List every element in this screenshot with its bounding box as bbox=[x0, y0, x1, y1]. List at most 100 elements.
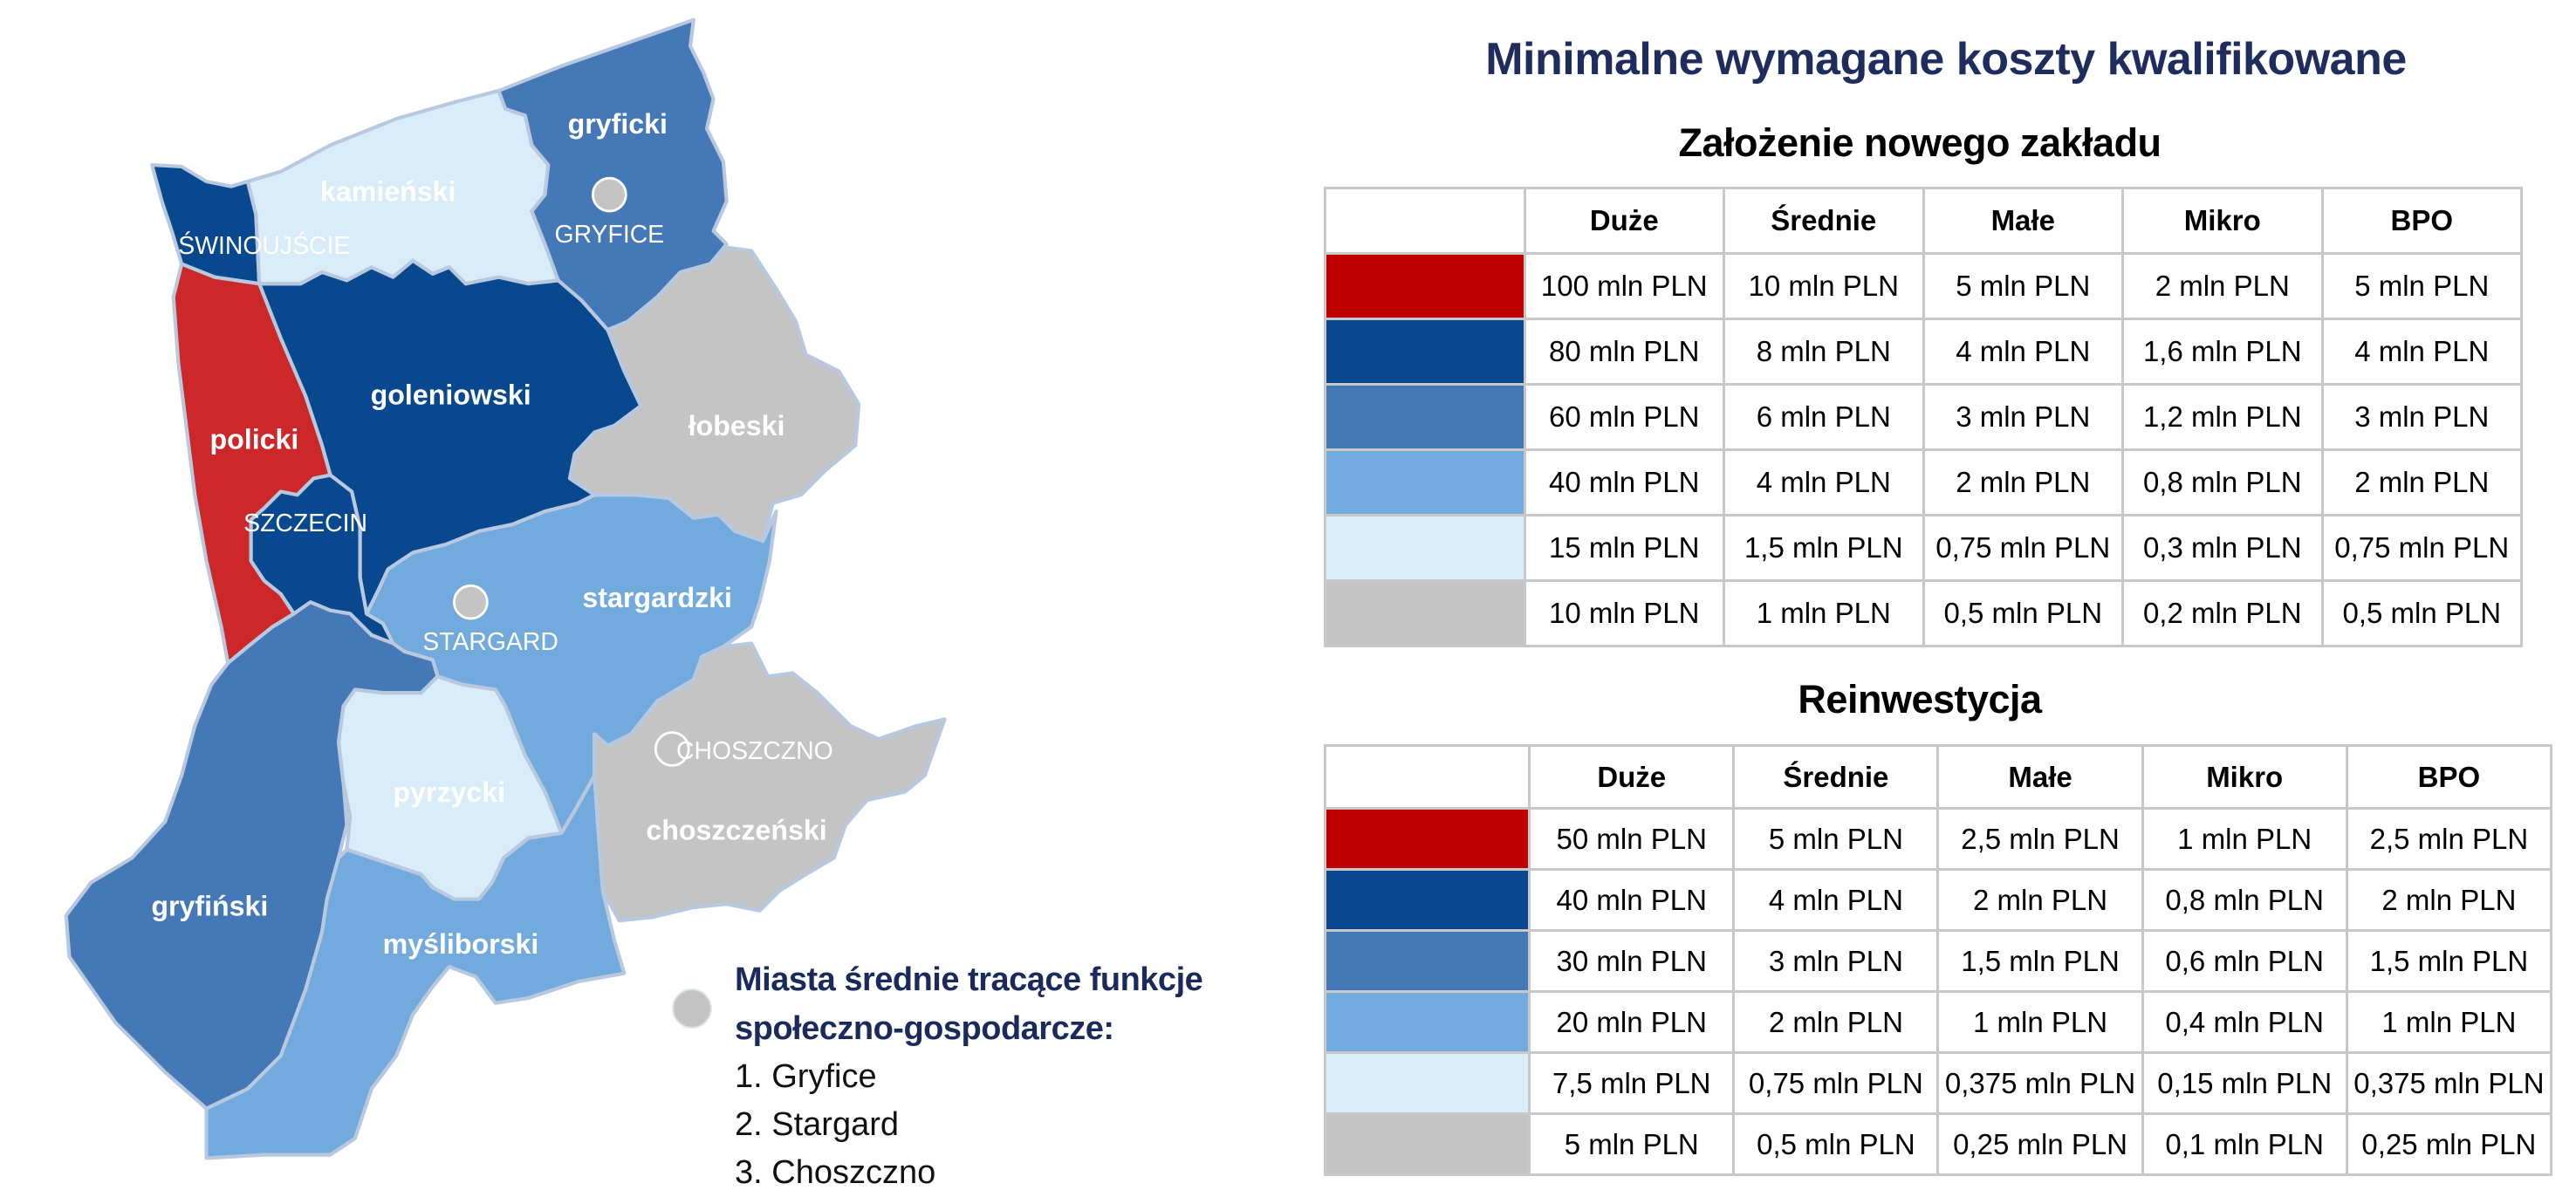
table-row: 60 mln PLN 6 mln PLN 3 mln PLN 1,2 mln P… bbox=[1324, 383, 2523, 451]
table-cell: 1,5 mln PLN bbox=[1723, 514, 1925, 582]
header-blank-cell bbox=[1324, 187, 1526, 255]
table-header-row: Duże Średnie Małe Mikro BPO bbox=[1324, 187, 2523, 255]
color-swatch bbox=[1324, 318, 1526, 386]
color-swatch bbox=[1324, 252, 1526, 320]
column-header: Małe bbox=[1922, 187, 2124, 255]
table-cell: 2 mln PLN bbox=[2121, 252, 2324, 320]
table-cell: 3 mln PLN bbox=[1922, 383, 2124, 451]
table-cell: 0,75 mln PLN bbox=[1922, 514, 2124, 582]
column-header: Małe bbox=[1936, 744, 2144, 810]
table-cell: 7,5 mln PLN bbox=[1528, 1051, 1736, 1115]
table-cell: 5 mln PLN bbox=[1732, 807, 1940, 871]
table-cell: 0,2 mln PLN bbox=[2121, 579, 2324, 647]
table-cell: 0,75 mln PLN bbox=[2320, 514, 2523, 582]
table-new-plant: Duże Średnie Małe Mikro BPO 100 mln PLN … bbox=[1324, 187, 2523, 647]
table-cell: 2 mln PLN bbox=[2345, 868, 2553, 932]
table-cell: 1 mln PLN bbox=[1936, 990, 2144, 1054]
table-row: 40 mln PLN 4 mln PLN 2 mln PLN 0,8 mln P… bbox=[1323, 868, 2553, 932]
table-cell: 1 mln PLN bbox=[2345, 990, 2553, 1054]
table-cell: 80 mln PLN bbox=[1523, 318, 1725, 386]
table-cell: 2 mln PLN bbox=[1732, 990, 1940, 1054]
label-pyrzycki: pyrzycki bbox=[393, 776, 505, 808]
color-swatch bbox=[1323, 807, 1531, 871]
city-dot-choszczno bbox=[654, 731, 690, 767]
table-row: 80 mln PLN 8 mln PLN 4 mln PLN 1,6 mln P… bbox=[1324, 318, 2523, 386]
table-cell: 1,2 mln PLN bbox=[2121, 383, 2324, 451]
table-cell: 0,5 mln PLN bbox=[1922, 579, 2124, 647]
table-cell: 0,375 mln PLN bbox=[1936, 1051, 2144, 1115]
label-city-stargard: STARGARD bbox=[422, 628, 558, 656]
table-cell: 4 mln PLN bbox=[1723, 448, 1925, 516]
legend-city-list: 1. Gryfice 2. Stargard 3. Choszczno bbox=[735, 1053, 935, 1197]
table-row: 5 mln PLN 0,5 mln PLN 0,25 mln PLN 0,1 m… bbox=[1323, 1112, 2553, 1176]
table-row: 50 mln PLN 5 mln PLN 2,5 mln PLN 1 mln P… bbox=[1323, 807, 2553, 871]
label-kamienski: kamieński bbox=[320, 176, 456, 208]
label-policki: policki bbox=[210, 423, 299, 455]
column-header: Mikro bbox=[2141, 744, 2348, 810]
legend-item: 2. Stargard bbox=[735, 1106, 899, 1143]
table-cell: 2 mln PLN bbox=[1936, 868, 2144, 932]
table-cell: 0,25 mln PLN bbox=[2345, 1112, 2553, 1176]
color-swatch bbox=[1324, 579, 1526, 647]
table-cell: 2 mln PLN bbox=[1922, 448, 2124, 516]
table-cell: 2,5 mln PLN bbox=[2345, 807, 2553, 871]
table-cell: 4 mln PLN bbox=[2320, 318, 2523, 386]
table-row: 20 mln PLN 2 mln PLN 1 mln PLN 0,4 mln P… bbox=[1323, 990, 2553, 1054]
table-cell: 5 mln PLN bbox=[1528, 1112, 1736, 1176]
table-cell: 20 mln PLN bbox=[1528, 990, 1736, 1054]
header-blank-cell bbox=[1323, 744, 1531, 810]
table-cell: 0,5 mln PLN bbox=[2320, 579, 2523, 647]
column-header: Średnie bbox=[1732, 744, 1940, 810]
table-row: 40 mln PLN 4 mln PLN 2 mln PLN 0,8 mln P… bbox=[1324, 448, 2523, 516]
table-cell: 10 mln PLN bbox=[1723, 252, 1925, 320]
table-cell: 0,4 mln PLN bbox=[2141, 990, 2348, 1054]
color-swatch bbox=[1323, 1112, 1531, 1176]
table-cell: 0,5 mln PLN bbox=[1732, 1112, 1940, 1176]
table-cell: 0,6 mln PLN bbox=[2141, 929, 2348, 993]
table-row: 7,5 mln PLN 0,75 mln PLN 0,375 mln PLN 0… bbox=[1323, 1051, 2553, 1115]
table-cell: 0,375 mln PLN bbox=[2345, 1051, 2553, 1115]
region-swinoujscie bbox=[150, 163, 262, 286]
region-choszczenski bbox=[593, 641, 947, 923]
color-swatch bbox=[1324, 448, 1526, 516]
table-cell: 6 mln PLN bbox=[1723, 383, 1925, 451]
city-marker-icon bbox=[672, 988, 712, 1029]
column-header: BPO bbox=[2320, 187, 2523, 255]
label-lobeski: łobeski bbox=[689, 410, 785, 441]
column-header: BPO bbox=[2345, 744, 2553, 810]
table-cell: 1,5 mln PLN bbox=[1936, 929, 2144, 993]
region-map: kamieński gryficki ŚWINOUJŚCIE goleniows… bbox=[64, 17, 947, 1160]
table-cell: 4 mln PLN bbox=[1732, 868, 1940, 932]
label-city-choszczno: CHOSZCZNO bbox=[676, 737, 833, 765]
table-row: 30 mln PLN 3 mln PLN 1,5 mln PLN 0,6 mln… bbox=[1323, 929, 2553, 993]
label-stargardzki: stargardzki bbox=[582, 582, 732, 613]
table-cell: 0,75 mln PLN bbox=[1732, 1051, 1940, 1115]
table-cell: 2 mln PLN bbox=[2320, 448, 2523, 516]
table-header-row: Duże Średnie Małe Mikro BPO bbox=[1323, 744, 2553, 810]
label-gryfinski: gryfiński bbox=[151, 890, 268, 921]
table-cell: 2,5 mln PLN bbox=[1936, 807, 2144, 871]
table-cell: 1,5 mln PLN bbox=[2345, 929, 2553, 993]
city-dot-stargard bbox=[453, 584, 489, 620]
table-cell: 1 mln PLN bbox=[2141, 807, 2348, 871]
table-cell: 5 mln PLN bbox=[1922, 252, 2124, 320]
table-cell: 30 mln PLN bbox=[1528, 929, 1736, 993]
color-swatch bbox=[1323, 868, 1531, 932]
table-cell: 0,3 mln PLN bbox=[2121, 514, 2324, 582]
table-row: 100 mln PLN 10 mln PLN 5 mln PLN 2 mln P… bbox=[1324, 252, 2523, 320]
table-cell: 1,6 mln PLN bbox=[2121, 318, 2324, 386]
column-header: Duże bbox=[1528, 744, 1736, 810]
table-cell: 1 mln PLN bbox=[1723, 579, 1925, 647]
color-swatch bbox=[1324, 514, 1526, 582]
section-title-reinvestment: Reinwestycja bbox=[1798, 677, 2042, 722]
table-reinvestment: Duże Średnie Małe Mikro BPO 50 mln PLN 5… bbox=[1323, 744, 2553, 1176]
table-cell: 3 mln PLN bbox=[2320, 383, 2523, 451]
table-cell: 10 mln PLN bbox=[1523, 579, 1725, 647]
table-cell: 15 mln PLN bbox=[1523, 514, 1725, 582]
table-cell: 0,8 mln PLN bbox=[2141, 868, 2348, 932]
label-mysliborski: myśliborski bbox=[383, 928, 539, 960]
table-cell: 5 mln PLN bbox=[2320, 252, 2523, 320]
table-cell: 0,1 mln PLN bbox=[2141, 1112, 2348, 1176]
table-cell: 8 mln PLN bbox=[1723, 318, 1925, 386]
table-row: 10 mln PLN 1 mln PLN 0,5 mln PLN 0,2 mln… bbox=[1324, 579, 2523, 647]
